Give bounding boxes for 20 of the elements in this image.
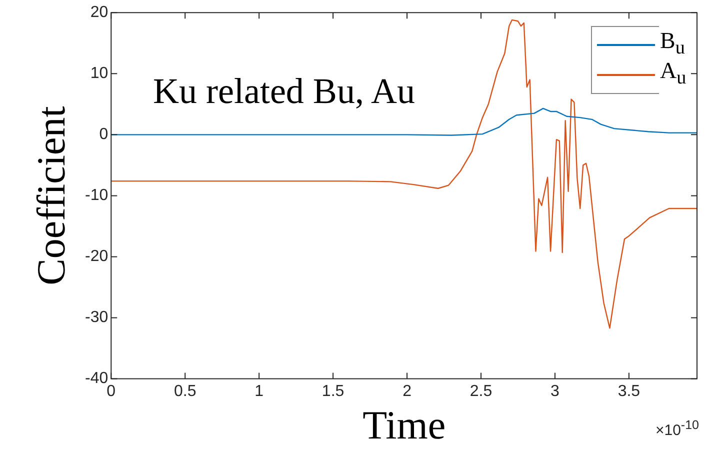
y-tick-label: 10 xyxy=(90,65,108,82)
y-axis-title: Coefficient xyxy=(28,106,74,286)
x-tick-label: 2.5 xyxy=(470,382,492,400)
x-tick-label: 3 xyxy=(550,382,560,400)
x-tick-label: 2 xyxy=(402,382,412,400)
x-tick-label: 3.5 xyxy=(618,382,640,400)
text: ×10$^{-10}$ xyxy=(655,418,699,439)
x-axis-title: Time xyxy=(362,402,446,448)
legend-label: B$_{u}$ xyxy=(660,28,685,59)
y-tick-label: -40 xyxy=(85,370,108,388)
legend-label: A$_{u}$ xyxy=(660,56,686,94)
y-tick-label: 0 xyxy=(99,126,108,144)
x-tick-label: 1 xyxy=(254,382,264,400)
x-tick-label: 1.5 xyxy=(322,382,344,400)
x-tick-label: 0.5 xyxy=(174,382,196,400)
y-tick-label: -10 xyxy=(85,187,108,204)
annotation: Ku related Bu, Au xyxy=(153,70,415,112)
y-tick-label: -30 xyxy=(85,309,108,326)
y-tick-label: -20 xyxy=(85,248,108,266)
y-tick-label: 20 xyxy=(90,4,108,22)
